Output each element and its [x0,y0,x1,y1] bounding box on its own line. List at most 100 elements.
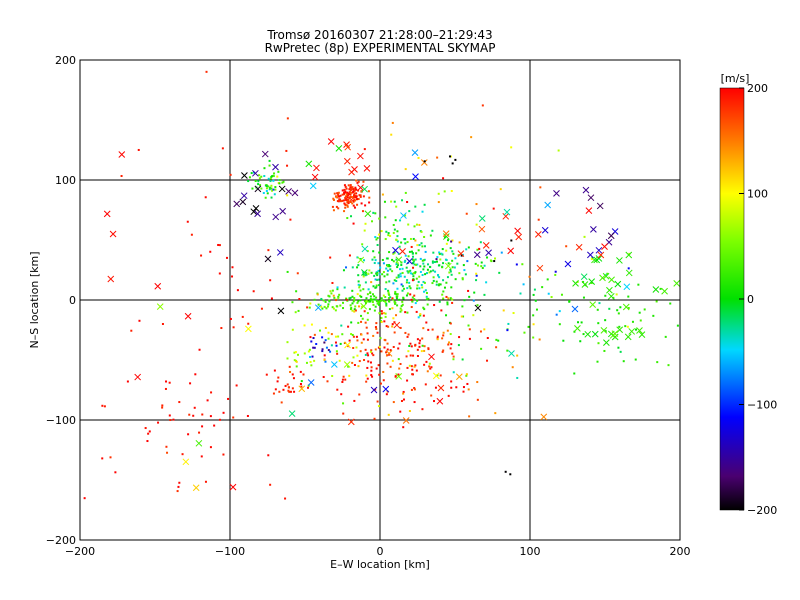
data-point [506,329,509,332]
data-point [355,335,358,338]
data-point [451,239,454,242]
data-point [178,481,181,484]
data-point [335,196,338,199]
data-point [338,293,341,296]
data-point [306,386,309,389]
data-point [406,287,409,290]
data-point-x [432,372,440,380]
data-point [384,301,387,304]
data-point [461,278,464,281]
data-point [366,300,369,303]
data-point [222,411,225,414]
data-point [444,258,447,261]
data-point [341,189,344,192]
data-point [410,345,413,348]
data-point [188,413,191,416]
data-point-x [603,339,610,346]
data-point-x [307,379,315,386]
data-point [338,359,341,362]
data-point [499,188,502,191]
data-point [272,392,275,395]
data-point [618,325,621,328]
data-point [445,249,448,252]
data-point [268,186,271,189]
data-point [512,312,515,315]
data-point [329,256,332,259]
data-point [419,265,422,268]
data-point [383,312,386,315]
data-point [383,320,386,323]
data-point [441,293,444,296]
data-point [454,158,457,161]
data-point [382,262,385,265]
data-point-x [261,150,269,158]
data-point [172,418,175,421]
data-point [393,279,396,282]
data-point [475,272,478,275]
data-point [421,274,424,277]
data-point [389,365,392,368]
data-point [401,300,404,303]
data-point [452,252,455,255]
data-point [428,362,431,365]
data-point [515,263,518,266]
data-point [308,348,311,351]
data-point [309,302,312,305]
data-point [343,184,346,187]
data-point [375,286,378,289]
data-point [345,193,348,196]
data-point [379,382,382,385]
data-point [276,380,279,383]
data-point [375,284,378,287]
data-point [187,433,190,436]
data-point [404,168,407,171]
data-point [462,264,465,267]
data-point [263,175,266,178]
data-point [425,321,428,324]
data-point [372,250,375,253]
data-point [387,289,390,292]
data-point [378,345,381,348]
data-point [331,374,334,377]
data-point [423,363,426,366]
y-axis-label: N–S location [km] [28,251,41,348]
data-point-x [298,385,306,393]
data-point [268,159,271,162]
data-point [374,259,377,262]
data-point-x [540,413,548,421]
data-point [351,333,354,336]
data-point [547,292,550,295]
data-point [339,342,342,345]
data-point [402,296,405,299]
data-point [445,281,448,284]
data-point [414,205,417,208]
data-point [573,330,576,333]
data-point [335,350,338,353]
data-point [418,287,421,290]
data-point [565,245,568,248]
data-point [266,192,269,195]
data-point-x [195,439,203,447]
data-point [157,421,160,424]
data-point [273,369,276,372]
data-point [413,388,416,391]
data-point [432,251,435,254]
colorbar-tick-label: 100 [747,188,768,201]
data-point [480,347,483,350]
data-point [415,263,418,266]
data-point [381,273,384,276]
data-point-x [564,260,572,268]
data-point-x [625,269,633,277]
data-point [357,321,360,324]
data-point [109,456,112,459]
data-point-x [571,305,579,313]
data-point [351,186,354,189]
data-point [596,308,599,311]
data-point [399,219,402,222]
data-point [347,194,350,197]
y-tick-label: 200 [55,54,76,67]
data-point [397,274,400,277]
data-point [321,336,324,339]
data-point [323,305,326,308]
data-point [421,286,424,289]
